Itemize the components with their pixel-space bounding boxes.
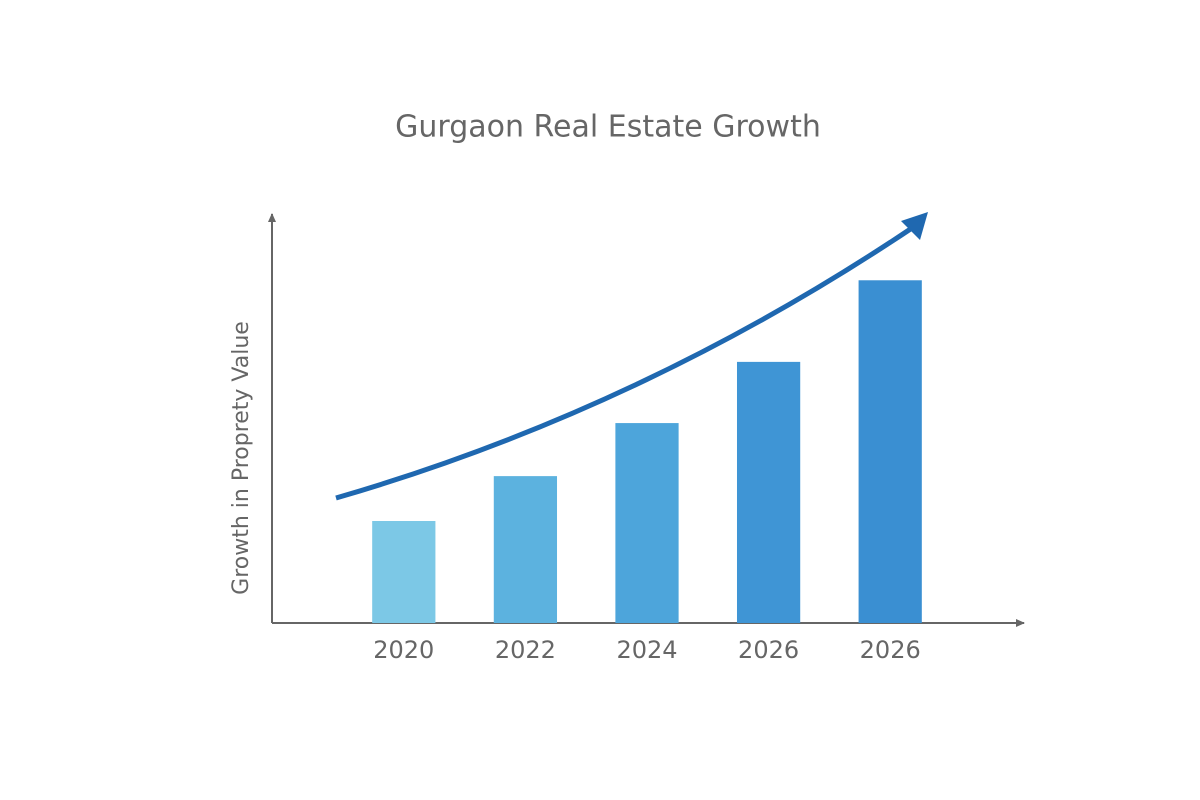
bar [615, 423, 679, 623]
bar [858, 280, 922, 623]
chart-title: Gurgaon Real Estate Growth [395, 110, 821, 145]
bar [493, 476, 558, 623]
trend-arrow-head [901, 212, 928, 240]
x-tick-label: 2024 [616, 636, 677, 664]
y-axis-label: Growth in Proprety Value [229, 321, 254, 595]
x-tick-label: 2026 [738, 636, 799, 664]
bars [372, 280, 922, 623]
trend-arrow [335, 225, 914, 501]
bar [736, 361, 801, 623]
x-tick-label: 2022 [495, 636, 556, 664]
x-tick-label: 2020 [373, 636, 434, 664]
bar [372, 521, 436, 623]
x-tick-label: 2026 [860, 636, 921, 664]
